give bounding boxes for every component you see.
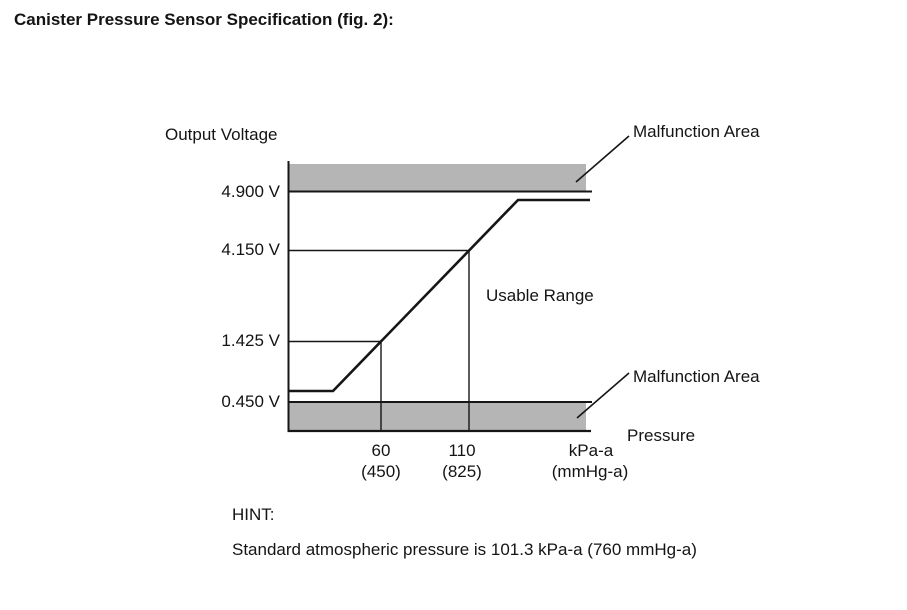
y-tick-4150v: 4.150 V	[221, 240, 280, 259]
leader-line-malfunction-top	[575, 135, 630, 183]
malfunction-area-label-top: Malfunction Area	[633, 122, 760, 141]
sensor-output-curve	[289, 198, 590, 393]
x-tick-60: 60	[371, 441, 391, 460]
x-unit-mmhg: (mmHg-a)	[551, 462, 629, 481]
x-axis-title: Pressure	[627, 426, 696, 445]
y-tick-1425v: 1.425 V	[221, 331, 280, 350]
hint-label: HINT:	[232, 505, 275, 524]
malfunction-band-top	[289, 164, 586, 192]
y-axis-title: Output Voltage	[165, 125, 278, 144]
x-tick-450: (450)	[361, 462, 401, 481]
x-tick-825: (825)	[442, 462, 482, 481]
y-tick-0450v: 0.450 V	[221, 392, 280, 411]
y-tick-4900v: 4.900 V	[221, 182, 280, 201]
leader-line-malfunction-bottom	[576, 372, 630, 419]
malfunction-area-label-bottom: Malfunction Area	[633, 367, 760, 386]
hint-text: Standard atmospheric pressure is 101.3 k…	[232, 540, 697, 559]
usable-range-label: Usable Range	[486, 286, 594, 305]
x-unit-kpa: kPa-a	[568, 441, 614, 460]
x-tick-110: 110	[448, 441, 476, 460]
figure-title: Canister Pressure Sensor Specification (…	[14, 10, 394, 29]
malfunction-band-bottom	[289, 403, 586, 431]
